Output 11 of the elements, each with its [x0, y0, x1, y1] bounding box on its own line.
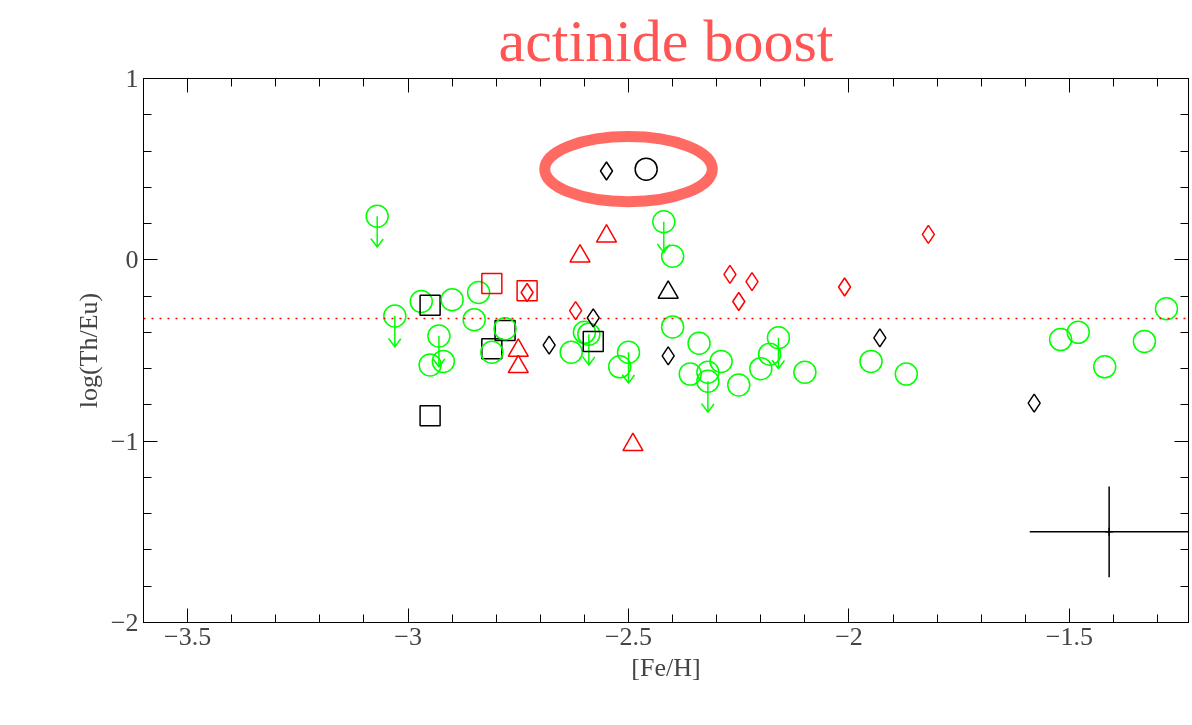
x-tick-label: −2.5	[604, 621, 653, 651]
y-tick-label: −1	[110, 426, 139, 456]
chart-title: actinide boost	[498, 7, 834, 74]
x-axis-title: [Fe/H]	[631, 652, 701, 682]
x-tick-label: −2	[835, 621, 863, 651]
y-tick-label: 0	[125, 245, 139, 275]
x-tick-label: −1.5	[1045, 621, 1094, 651]
y-tick-label: 1	[125, 64, 139, 93]
y-axis-title: log(Th/Eu)	[73, 292, 103, 409]
x-tick-label: −3.5	[164, 621, 212, 651]
x-tick-label: −3	[394, 621, 422, 651]
